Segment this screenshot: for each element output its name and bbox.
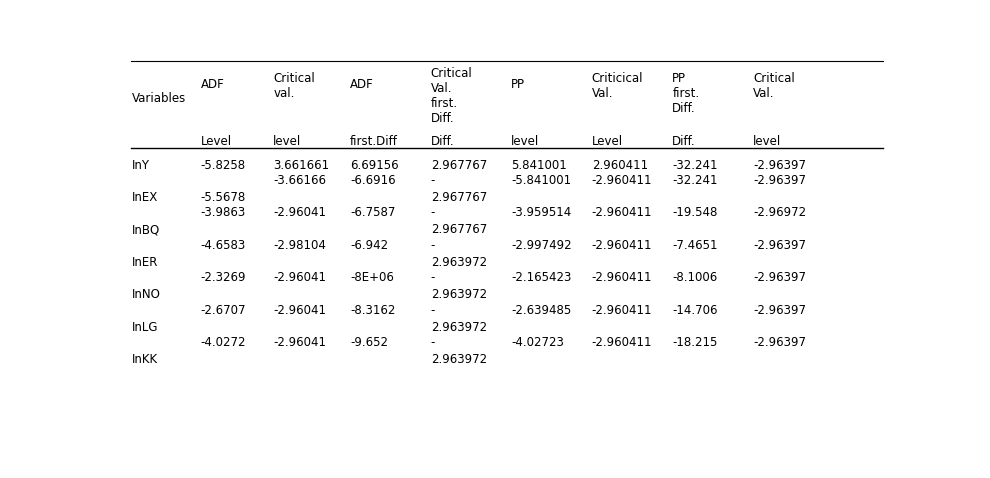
Text: Diff.: Diff. — [672, 135, 696, 148]
Text: Critical
val.: Critical val. — [273, 72, 315, 100]
Text: ADF: ADF — [200, 77, 224, 91]
Text: -9.652: -9.652 — [350, 336, 388, 349]
Text: 2.967767: 2.967767 — [431, 223, 487, 236]
Text: -: - — [431, 239, 435, 252]
Text: InBQ: InBQ — [132, 223, 159, 236]
Text: Critical
Val.
first.
Diff.: Critical Val. first. Diff. — [431, 66, 472, 125]
Text: -2.96972: -2.96972 — [752, 206, 806, 219]
Text: -32.241: -32.241 — [672, 174, 718, 187]
Text: Diff.: Diff. — [431, 135, 454, 148]
Text: -2.960411: -2.960411 — [592, 336, 652, 349]
Text: -18.215: -18.215 — [672, 336, 718, 349]
Text: -2.96397: -2.96397 — [752, 336, 806, 349]
Text: first.Diff: first.Diff — [350, 135, 398, 148]
Text: -6.7587: -6.7587 — [350, 206, 395, 219]
Text: 2.963972: 2.963972 — [431, 288, 487, 301]
Text: -3.66166: -3.66166 — [273, 174, 327, 187]
Text: -: - — [431, 336, 435, 349]
Text: -2.96041: -2.96041 — [273, 336, 327, 349]
Text: -2.165423: -2.165423 — [511, 271, 571, 284]
Text: -2.98104: -2.98104 — [273, 239, 327, 252]
Text: InKK: InKK — [132, 353, 157, 366]
Text: -2.960411: -2.960411 — [592, 174, 652, 187]
Text: -2.96397: -2.96397 — [752, 159, 806, 172]
Text: 2.967767: 2.967767 — [431, 191, 487, 204]
Text: -5.5678: -5.5678 — [200, 191, 246, 204]
Text: -4.6583: -4.6583 — [200, 239, 246, 252]
Text: 2.967767: 2.967767 — [431, 159, 487, 172]
Text: -2.96397: -2.96397 — [752, 304, 806, 316]
Text: 2.960411: 2.960411 — [592, 159, 647, 172]
Text: -2.960411: -2.960411 — [592, 206, 652, 219]
Text: level: level — [752, 135, 781, 148]
Text: -2.6707: -2.6707 — [200, 304, 246, 316]
Text: -2.96041: -2.96041 — [273, 206, 327, 219]
Text: InY: InY — [132, 159, 149, 172]
Text: -4.0272: -4.0272 — [200, 336, 246, 349]
Text: -32.241: -32.241 — [672, 159, 718, 172]
Text: 2.963972: 2.963972 — [431, 256, 487, 269]
Text: -14.706: -14.706 — [672, 304, 718, 316]
Text: -2.96397: -2.96397 — [752, 271, 806, 284]
Text: -2.96041: -2.96041 — [273, 304, 327, 316]
Text: 5.841001: 5.841001 — [511, 159, 567, 172]
Text: -6.6916: -6.6916 — [350, 174, 396, 187]
Text: -8E+06: -8E+06 — [350, 271, 394, 284]
Text: -2.96041: -2.96041 — [273, 271, 327, 284]
Text: -2.960411: -2.960411 — [592, 304, 652, 316]
Text: 3.661661: 3.661661 — [273, 159, 330, 172]
Text: Level: Level — [592, 135, 623, 148]
Text: level: level — [273, 135, 302, 148]
Text: InLG: InLG — [132, 321, 158, 334]
Text: InEX: InEX — [132, 191, 157, 204]
Text: InNO: InNO — [132, 288, 160, 301]
Text: -4.02723: -4.02723 — [511, 336, 564, 349]
Text: -2.3269: -2.3269 — [200, 271, 246, 284]
Text: -6.942: -6.942 — [350, 239, 388, 252]
Text: -: - — [431, 304, 435, 316]
Text: -2.96397: -2.96397 — [752, 174, 806, 187]
Text: -2.960411: -2.960411 — [592, 271, 652, 284]
Text: -7.4651: -7.4651 — [672, 239, 718, 252]
Text: -: - — [431, 206, 435, 219]
Text: -2.96397: -2.96397 — [752, 239, 806, 252]
Text: level: level — [511, 135, 540, 148]
Text: ADF: ADF — [350, 77, 374, 91]
Text: -5.8258: -5.8258 — [200, 159, 246, 172]
Text: -: - — [431, 271, 435, 284]
Text: -5.841001: -5.841001 — [511, 174, 571, 187]
Text: -2.639485: -2.639485 — [511, 304, 571, 316]
Text: -19.548: -19.548 — [672, 206, 718, 219]
Text: -3.959514: -3.959514 — [511, 206, 571, 219]
Text: Variables: Variables — [132, 92, 186, 105]
Text: 6.69156: 6.69156 — [350, 159, 399, 172]
Text: -2.960411: -2.960411 — [592, 239, 652, 252]
Text: -: - — [431, 174, 435, 187]
Text: -8.1006: -8.1006 — [672, 271, 718, 284]
Text: -8.3162: -8.3162 — [350, 304, 395, 316]
Text: 2.963972: 2.963972 — [431, 353, 487, 366]
Text: PP: PP — [511, 77, 526, 91]
Text: Level: Level — [200, 135, 232, 148]
Text: Criticical
Val.: Criticical Val. — [592, 72, 644, 100]
Text: InER: InER — [132, 256, 157, 269]
Text: -3.9863: -3.9863 — [200, 206, 246, 219]
Text: 2.963972: 2.963972 — [431, 321, 487, 334]
Text: PP
first.
Diff.: PP first. Diff. — [672, 72, 700, 115]
Text: -2.997492: -2.997492 — [511, 239, 572, 252]
Text: Critical
Val.: Critical Val. — [752, 72, 795, 100]
